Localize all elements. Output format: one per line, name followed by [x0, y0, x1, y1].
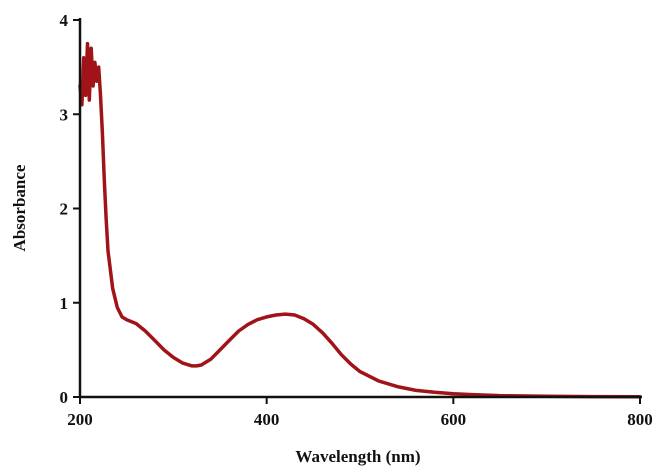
absorbance-series-line — [78, 41, 642, 399]
x-tick-label: 400 — [254, 410, 280, 429]
y-tick-label: 3 — [60, 105, 69, 124]
y-axis: 0 1 2 3 4 — [60, 11, 82, 407]
x-axis: 200 400 600 800 — [67, 395, 653, 429]
plot-area — [78, 41, 642, 399]
x-axis-title: Wavelength (nm) — [295, 447, 420, 466]
y-tick-label: 0 — [60, 388, 69, 407]
y-axis-title: Absorbance — [10, 164, 29, 251]
x-tick-label: 600 — [441, 410, 467, 429]
y-tick-label: 2 — [60, 200, 69, 219]
y-tick-label: 4 — [60, 11, 69, 30]
y-tick-label: 1 — [60, 294, 69, 313]
x-tick-label: 200 — [67, 410, 93, 429]
x-tick-label: 800 — [627, 410, 653, 429]
